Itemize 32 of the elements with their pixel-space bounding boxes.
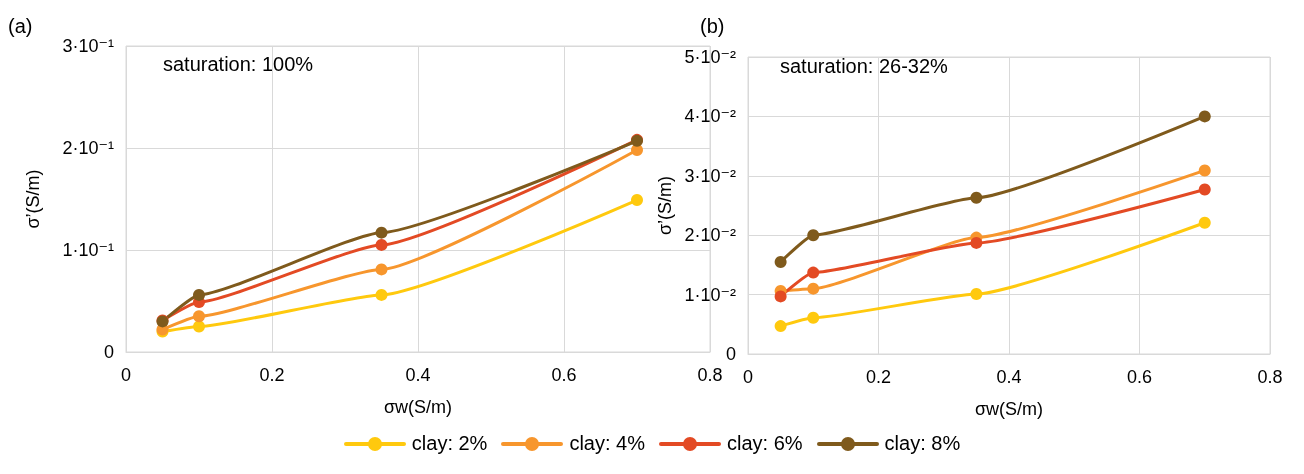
legend-label: clay: 2% [411,432,488,455]
chart-title: (b) [700,15,725,37]
annotation: saturation: 100% [163,53,314,75]
y-tick-label: 2·10⁻² [684,225,736,246]
x-tick-label: 0.8 [697,365,723,385]
legend-label: clay: 6% [727,432,803,455]
y-tick-label: 1·10⁻² [684,284,736,305]
y-tick-label: 3·10⁻² [684,165,736,186]
annotation: saturation: 26-32% [780,55,949,77]
y-tick-label: 0 [725,344,736,364]
y-tick-label: 4·10⁻² [684,106,736,127]
x-tick-label: 0.4 [405,365,431,385]
y-axis-title: σ’(S/m) [23,169,43,229]
legend-label: clay: 4% [569,432,645,455]
x-tick-label: 0.2 [259,365,285,385]
y-tick-label: 5·10⁻² [684,47,736,67]
x-axis-title: σw(S/m) [383,397,453,417]
x-tick-label: 0.2 [865,367,892,387]
y-tick-label: 0 [103,342,114,362]
y-axis-title: σ’(S/m) [654,175,675,236]
x-tick-label: 0.4 [996,367,1022,387]
x-tick-label: 0.8 [1257,367,1283,387]
y-tick-label: 2·10⁻¹ [62,138,114,158]
x-tick-label: 0 [120,365,132,385]
legend-label: clay: 8% [884,432,961,455]
x-tick-label: 0.6 [551,365,577,385]
y-tick-label: 1·10⁻¹ [62,240,114,260]
x-tick-label: 0.6 [1126,367,1153,387]
x-tick-label: 0 [742,367,754,387]
chart-title: (a) [8,15,33,37]
x-axis-title: σw(S/m) [974,399,1044,419]
y-tick-label: 3·10⁻¹ [62,36,114,56]
